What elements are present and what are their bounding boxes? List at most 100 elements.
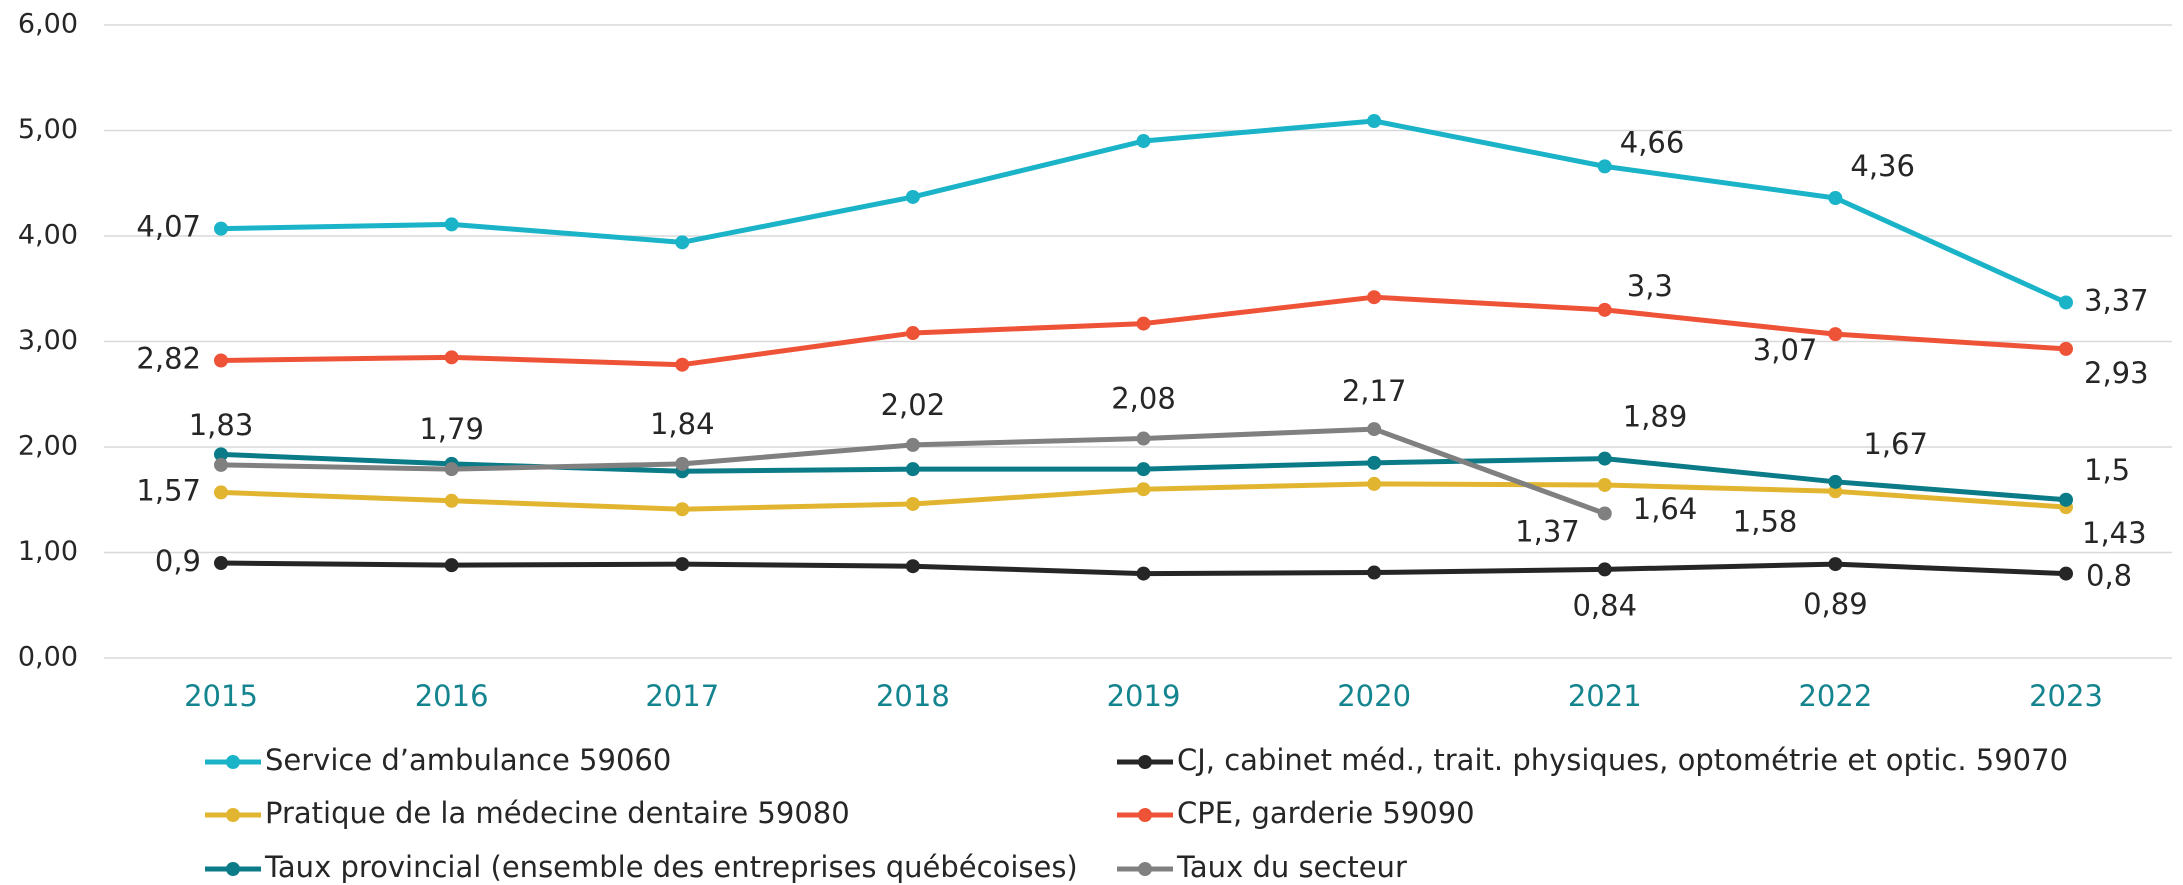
data-point [905, 496, 920, 511]
data-point [675, 456, 690, 471]
legend-marker [1138, 755, 1152, 769]
y-tick-label: 5,00 [18, 114, 78, 145]
data-label: 3,37 [2084, 283, 2149, 317]
data-label: 1,58 [1733, 504, 1798, 538]
data-point [905, 559, 920, 574]
data-point [1367, 422, 1382, 437]
data-label: 0,89 [1803, 587, 1868, 621]
data-point [905, 437, 920, 452]
legend-label: Service d’ambulance 59060 [265, 743, 671, 777]
data-point [1367, 565, 1382, 580]
data-point [905, 462, 920, 477]
legend-label: CPE, garderie 59090 [1177, 796, 1475, 830]
data-point [1367, 290, 1382, 305]
y-tick-label: 1,00 [18, 536, 78, 567]
y-tick-label: 2,00 [18, 431, 78, 462]
data-label: 1,84 [650, 407, 715, 441]
data-point [1136, 431, 1151, 446]
data-point [214, 221, 228, 236]
data-label: 4,07 [136, 210, 201, 244]
data-label: 3,07 [1753, 333, 1818, 367]
data-point [1597, 159, 1612, 174]
data-label: 2,17 [1342, 374, 1407, 408]
data-point [1828, 327, 1843, 342]
data-label: 3,3 [1627, 269, 1673, 303]
y-tick-label: 6,00 [18, 9, 78, 40]
data-point [1136, 134, 1151, 149]
y-tick-label: 0,00 [18, 642, 78, 673]
data-point [214, 447, 228, 462]
data-point [2059, 566, 2073, 581]
series-line [220, 118, 2068, 305]
data-point [1597, 302, 1612, 317]
data-point [1136, 316, 1151, 331]
data-label: 2,08 [1111, 382, 1176, 416]
data-point [1367, 476, 1382, 491]
data-point [444, 558, 459, 573]
data-label: 0,8 [2086, 559, 2132, 593]
legend-marker [226, 862, 240, 876]
legend-label: Pratique de la médecine dentaire 59080 [265, 796, 850, 830]
x-tick-label: 2019 [1107, 679, 1181, 713]
data-point [675, 502, 690, 517]
data-label: 1,83 [189, 408, 254, 442]
data-point [444, 493, 459, 508]
data-point [1597, 451, 1612, 466]
data-point [905, 189, 920, 204]
data-point [1597, 477, 1612, 492]
x-tick-label: 2016 [415, 679, 489, 713]
legend-marker [1138, 862, 1152, 876]
data-point [1136, 482, 1151, 497]
data-label: 1,43 [2082, 516, 2147, 550]
data-point [1828, 474, 1843, 489]
legend-marker [226, 755, 240, 769]
data-point [1828, 557, 1843, 572]
data-point [214, 457, 228, 472]
data-point [1828, 191, 1843, 206]
data-point [214, 485, 228, 500]
x-tick-label: 2015 [184, 679, 258, 713]
data-point [1367, 455, 1382, 470]
data-label: 4,36 [1850, 149, 1915, 183]
data-label: 1,37 [1515, 514, 1580, 548]
data-point [2059, 341, 2073, 356]
data-label: 4,66 [1620, 125, 1685, 159]
data-point [675, 235, 690, 250]
data-point [214, 556, 228, 571]
data-point [444, 217, 459, 232]
data-point [675, 557, 690, 572]
x-tick-label: 2023 [2029, 679, 2103, 713]
data-point [214, 353, 228, 368]
data-point [1597, 506, 1612, 521]
data-label: 1,67 [1863, 427, 1928, 461]
data-point [444, 350, 459, 365]
data-label: 1,64 [1633, 492, 1698, 526]
data-point [2059, 492, 2073, 507]
data-point [675, 357, 690, 372]
data-point [2059, 295, 2073, 310]
data-label: 2,82 [136, 341, 201, 375]
x-tick-label: 2018 [876, 679, 950, 713]
data-label: 1,89 [1623, 400, 1688, 434]
x-tick-label: 2020 [1337, 679, 1411, 713]
data-label: 0,9 [155, 544, 201, 578]
data-point [1597, 562, 1612, 577]
data-point [1136, 462, 1151, 477]
data-label: 1,57 [136, 473, 201, 507]
data-point [1136, 566, 1151, 581]
data-label: 1,79 [419, 412, 484, 446]
y-tick-label: 4,00 [18, 220, 78, 251]
data-label: 2,93 [2084, 356, 2149, 390]
data-point [905, 326, 920, 341]
data-label: 1,5 [2084, 453, 2130, 487]
legend-marker [1138, 808, 1152, 822]
data-point [1367, 114, 1382, 129]
x-tick-label: 2017 [645, 679, 719, 713]
legend-label: CJ, cabinet méd., trait. physiques, opto… [1177, 743, 2068, 777]
x-tick-label: 2022 [1798, 679, 1872, 713]
legend-label: Taux provincial (ensemble des entreprise… [264, 850, 1078, 884]
legend-label: Taux du secteur [1176, 850, 1407, 884]
data-label: 0,84 [1572, 588, 1637, 622]
y-tick-label: 3,00 [18, 325, 78, 356]
